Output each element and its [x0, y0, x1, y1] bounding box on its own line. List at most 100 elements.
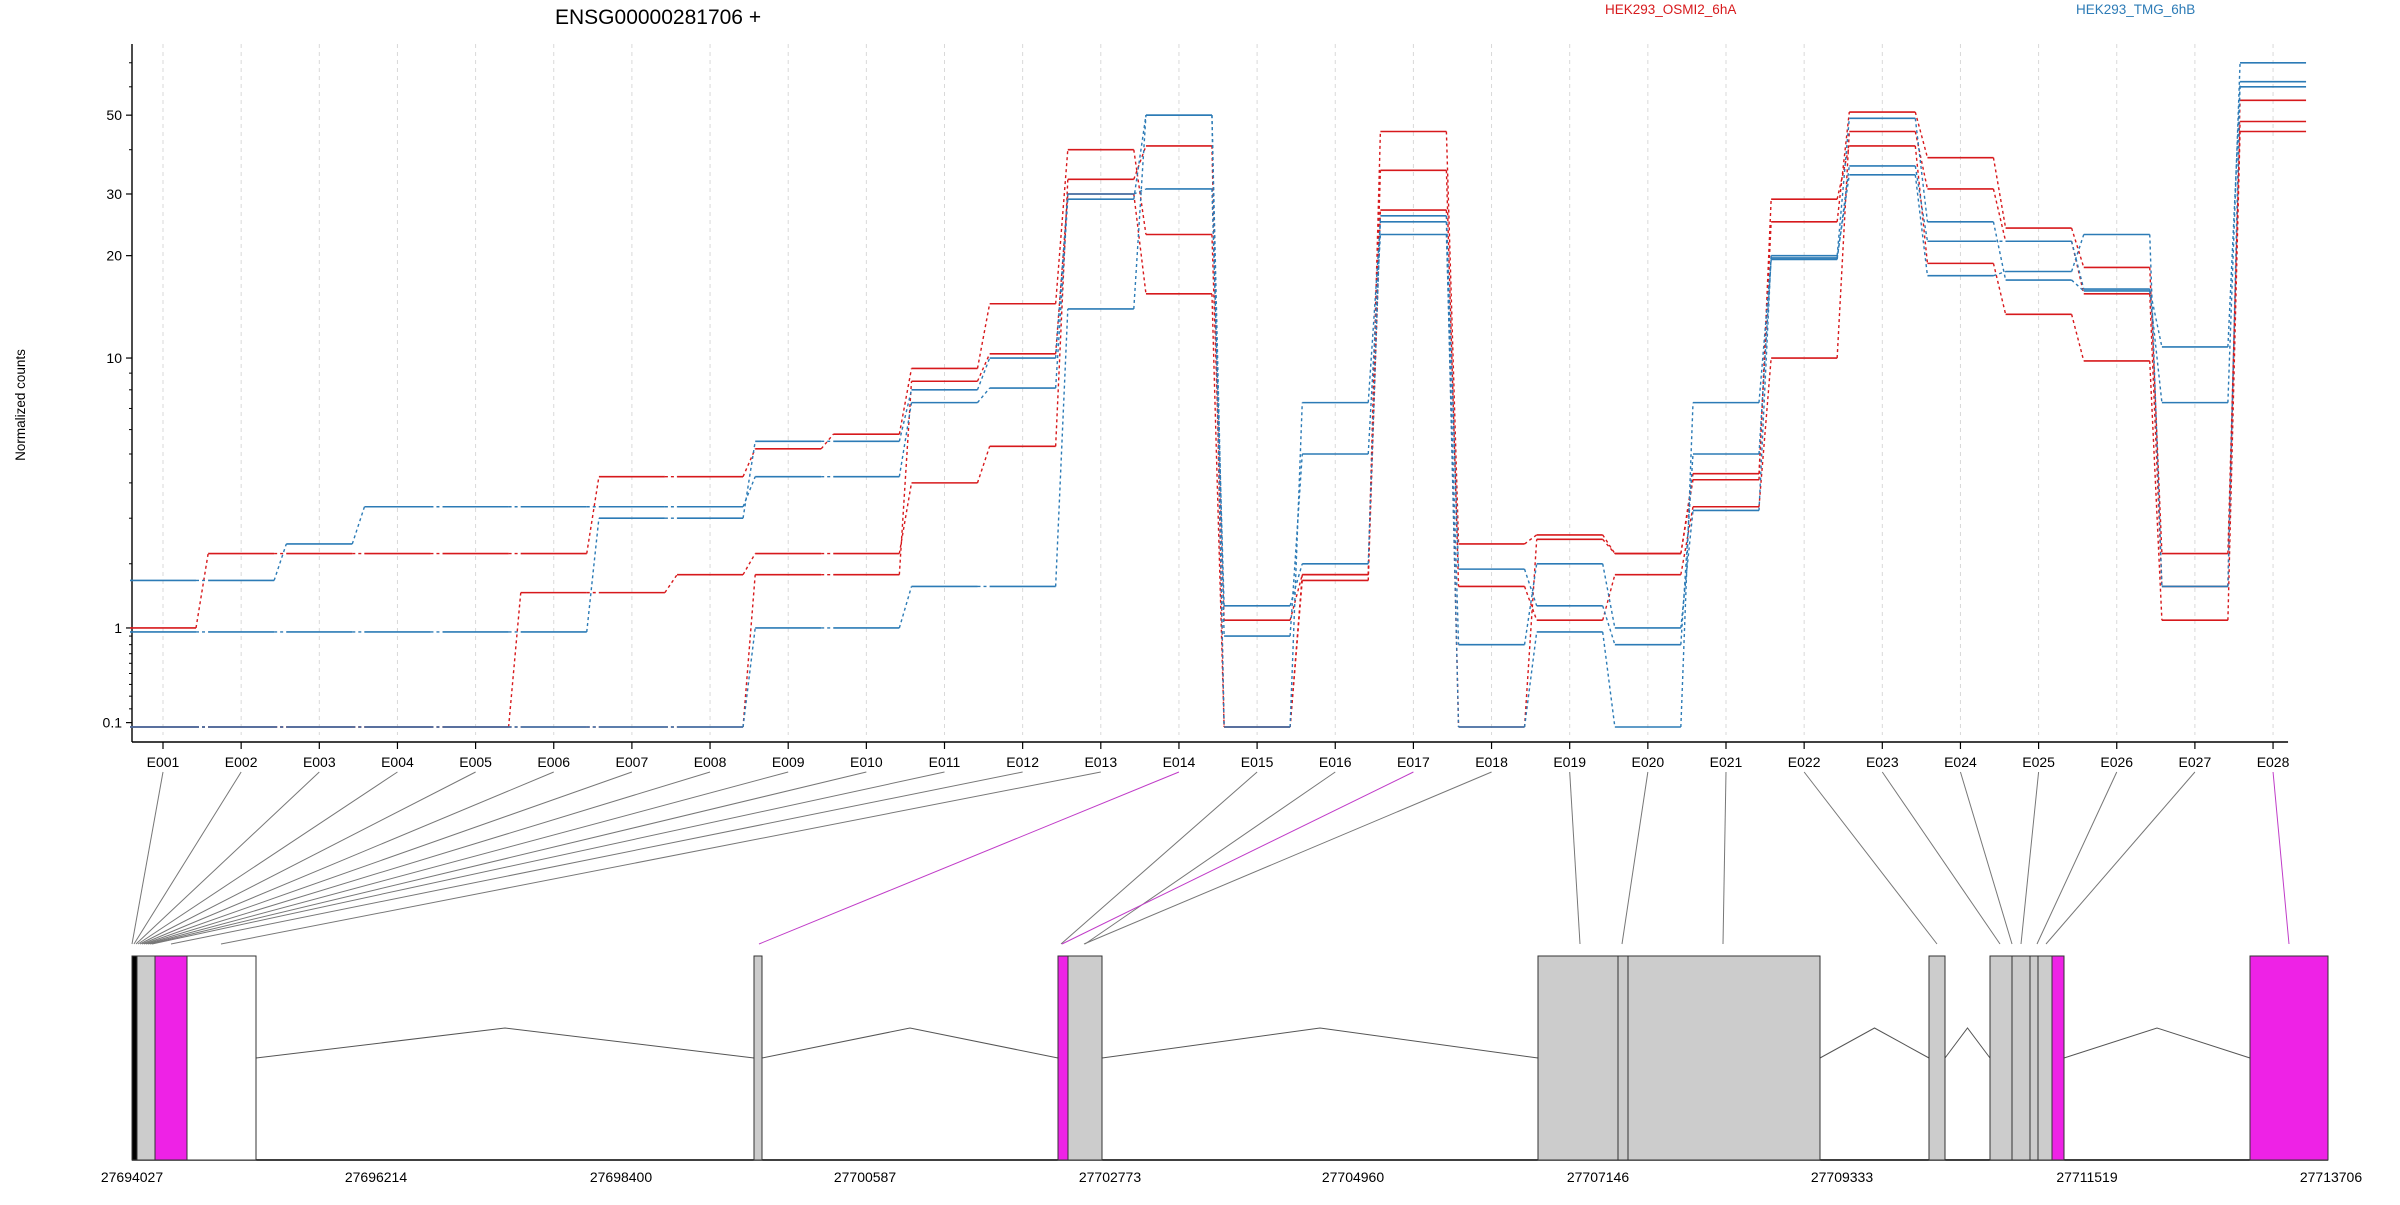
exon-connector [758, 771, 1180, 945]
x-tick-label: E025 [2022, 754, 2055, 770]
series-connector [1914, 174, 1929, 276]
series-connector [1680, 402, 1694, 728]
genomic-tick-label: 27694027 [101, 1169, 164, 1185]
series-connector [507, 592, 522, 728]
series-connector [1289, 574, 1303, 621]
exon-block [1067, 955, 1103, 1161]
exon-connector [2045, 771, 2196, 945]
exon-block [753, 955, 763, 1161]
series-connector [1758, 199, 1772, 480]
series-connector [1445, 215, 1460, 570]
series-connector [1914, 165, 1929, 242]
exon-block [186, 955, 257, 1161]
series-connector [2227, 131, 2241, 621]
exon-connector [151, 771, 945, 945]
series-connector [1524, 534, 1538, 545]
x-tick-label: E015 [1241, 754, 1274, 770]
series-connector [1445, 131, 1460, 544]
y-tick-label: 1 [114, 620, 122, 636]
series-connector [1914, 118, 1929, 222]
legend-entry-tmg: HEK293_TMG_6hB [2076, 2, 2195, 17]
series-connector [1836, 112, 1850, 222]
grid-lines [162, 44, 2274, 735]
series-connector [273, 543, 287, 581]
series-connector [1289, 402, 1303, 728]
exon-connector [2020, 771, 2040, 945]
series-connector [1523, 568, 1538, 607]
exon-block [2029, 955, 2039, 1161]
series-connector [1133, 188, 1147, 195]
legend-entry-osmi2: HEK293_OSMI2_6hA [1605, 2, 1736, 17]
series-connector [1211, 293, 1225, 728]
x-tick-label: E014 [1163, 754, 1196, 770]
exon-connector [137, 771, 398, 945]
x-tick-label: E023 [1866, 754, 1899, 770]
series-connector [1054, 308, 1069, 587]
series-connector [976, 353, 991, 382]
exon-connector [147, 771, 789, 945]
series-connector [2149, 293, 2163, 587]
exon-connector [1722, 771, 1727, 945]
intron-line [1944, 1027, 1991, 1059]
exon-connector [143, 771, 633, 945]
genomic-tick-label: 27696214 [345, 1169, 408, 1185]
exon-connector [170, 771, 1023, 945]
series-connector [1992, 157, 2007, 229]
exon-block [2249, 955, 2329, 1161]
series-connector [1992, 188, 2007, 242]
series-connector [2070, 234, 2085, 272]
exon-block [2037, 955, 2053, 1161]
intron-line [2063, 1027, 2251, 1059]
series-connector [1836, 118, 1850, 256]
series-connector [1836, 131, 1850, 359]
axes: 0.1 1 10 20 30 50 E001 E002 E003 E004 E005 E006 E007… [103, 44, 2290, 770]
series-line [130, 86, 2307, 646]
gene-model-track: 27694027 27696214 27698400 27700587 27702773… [101, 955, 2363, 1185]
genomic-tick-label: 27704960 [1322, 1169, 1385, 1185]
x-tick-label: E003 [303, 754, 336, 770]
series-connector [1992, 263, 2007, 315]
y-tick-label: 0.1 [103, 715, 123, 731]
series-connector [586, 518, 600, 633]
series-connector [1993, 270, 2006, 277]
series-line [130, 80, 2307, 728]
x-tick-label: E012 [1006, 754, 1039, 770]
series-connector [1836, 174, 1850, 259]
intron-line [1101, 1027, 1539, 1059]
x-tick-label: E027 [2179, 754, 2212, 770]
exon-connector [131, 771, 164, 945]
series-connector [351, 506, 366, 545]
exon-connector [1959, 771, 2013, 945]
series-connector [586, 476, 600, 554]
series-connector [2071, 279, 2085, 292]
series-connector [1992, 221, 2007, 281]
genomic-tick-label: 27702773 [1079, 1169, 1142, 1185]
series-connector [898, 381, 913, 575]
series-connector [1367, 221, 1382, 403]
x-tick-label: E024 [1944, 754, 1977, 770]
series-connector [1289, 563, 1303, 607]
series-connector [1523, 631, 1538, 728]
exon-block [1928, 955, 1946, 1161]
series-connector [2070, 227, 2085, 268]
genomic-tick-label: 27711519 [2056, 1169, 2117, 1185]
exon-block [2011, 955, 2031, 1161]
x-tick-label: E002 [225, 754, 258, 770]
series-connector [1914, 145, 1929, 264]
x-tick-label: E016 [1319, 754, 1352, 770]
exon-connector [145, 771, 711, 945]
series-connector [1758, 257, 1772, 403]
series-connector [898, 389, 913, 442]
series-connector [2070, 314, 2085, 362]
exon-block [1989, 955, 2013, 1161]
series-connector [2149, 288, 2163, 348]
x-tick-label: E010 [850, 754, 883, 770]
exon-connector [2272, 771, 2290, 945]
exon-block [1627, 955, 1821, 1161]
series-connector [1054, 149, 1069, 304]
series-connector [1523, 539, 1538, 728]
y-tick-label: 30 [106, 186, 122, 202]
genomic-tick-label: 27713706 [2300, 1169, 2363, 1185]
series-connector [898, 402, 913, 477]
series-connector [976, 446, 991, 484]
